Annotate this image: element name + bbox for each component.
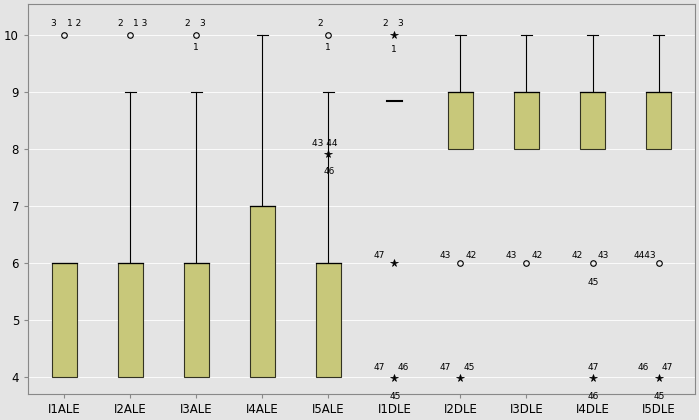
Text: 1: 1: [193, 43, 199, 52]
Text: 47: 47: [373, 363, 384, 372]
Text: 47: 47: [588, 363, 599, 372]
Text: 3: 3: [50, 19, 56, 28]
Text: 4443: 4443: [633, 251, 656, 260]
Text: 46: 46: [323, 168, 335, 176]
FancyBboxPatch shape: [316, 263, 341, 377]
Text: 42: 42: [571, 251, 583, 260]
FancyBboxPatch shape: [118, 263, 143, 377]
Text: 43: 43: [505, 251, 517, 260]
Text: 47: 47: [662, 363, 673, 372]
FancyBboxPatch shape: [250, 206, 275, 377]
Text: 46: 46: [588, 391, 599, 401]
Text: 3: 3: [398, 19, 403, 28]
Text: 45: 45: [463, 363, 475, 372]
Text: 46: 46: [398, 363, 409, 372]
FancyBboxPatch shape: [184, 263, 209, 377]
Text: 2: 2: [317, 19, 323, 28]
FancyBboxPatch shape: [514, 92, 539, 149]
Text: 1: 1: [325, 43, 331, 52]
Text: 2: 2: [382, 19, 387, 28]
Text: 42: 42: [531, 251, 542, 260]
Text: 45: 45: [588, 278, 599, 287]
Text: 43: 43: [597, 251, 609, 260]
Text: 1 2: 1 2: [67, 19, 81, 28]
FancyBboxPatch shape: [52, 263, 77, 377]
FancyBboxPatch shape: [646, 92, 671, 149]
Text: 3: 3: [199, 19, 205, 28]
Text: 47: 47: [440, 363, 451, 372]
Text: 45: 45: [654, 391, 665, 401]
Text: 2: 2: [118, 19, 124, 28]
Text: 1: 1: [391, 45, 397, 54]
Text: 46: 46: [637, 363, 649, 372]
Text: 43: 43: [440, 251, 451, 260]
FancyBboxPatch shape: [580, 92, 605, 149]
Text: 1 3: 1 3: [133, 19, 147, 28]
Text: 43 44: 43 44: [312, 139, 338, 148]
Text: 42: 42: [465, 251, 476, 260]
Text: 47: 47: [373, 251, 384, 260]
Text: 45: 45: [390, 391, 401, 401]
FancyBboxPatch shape: [448, 92, 473, 149]
Text: 2: 2: [184, 19, 189, 28]
